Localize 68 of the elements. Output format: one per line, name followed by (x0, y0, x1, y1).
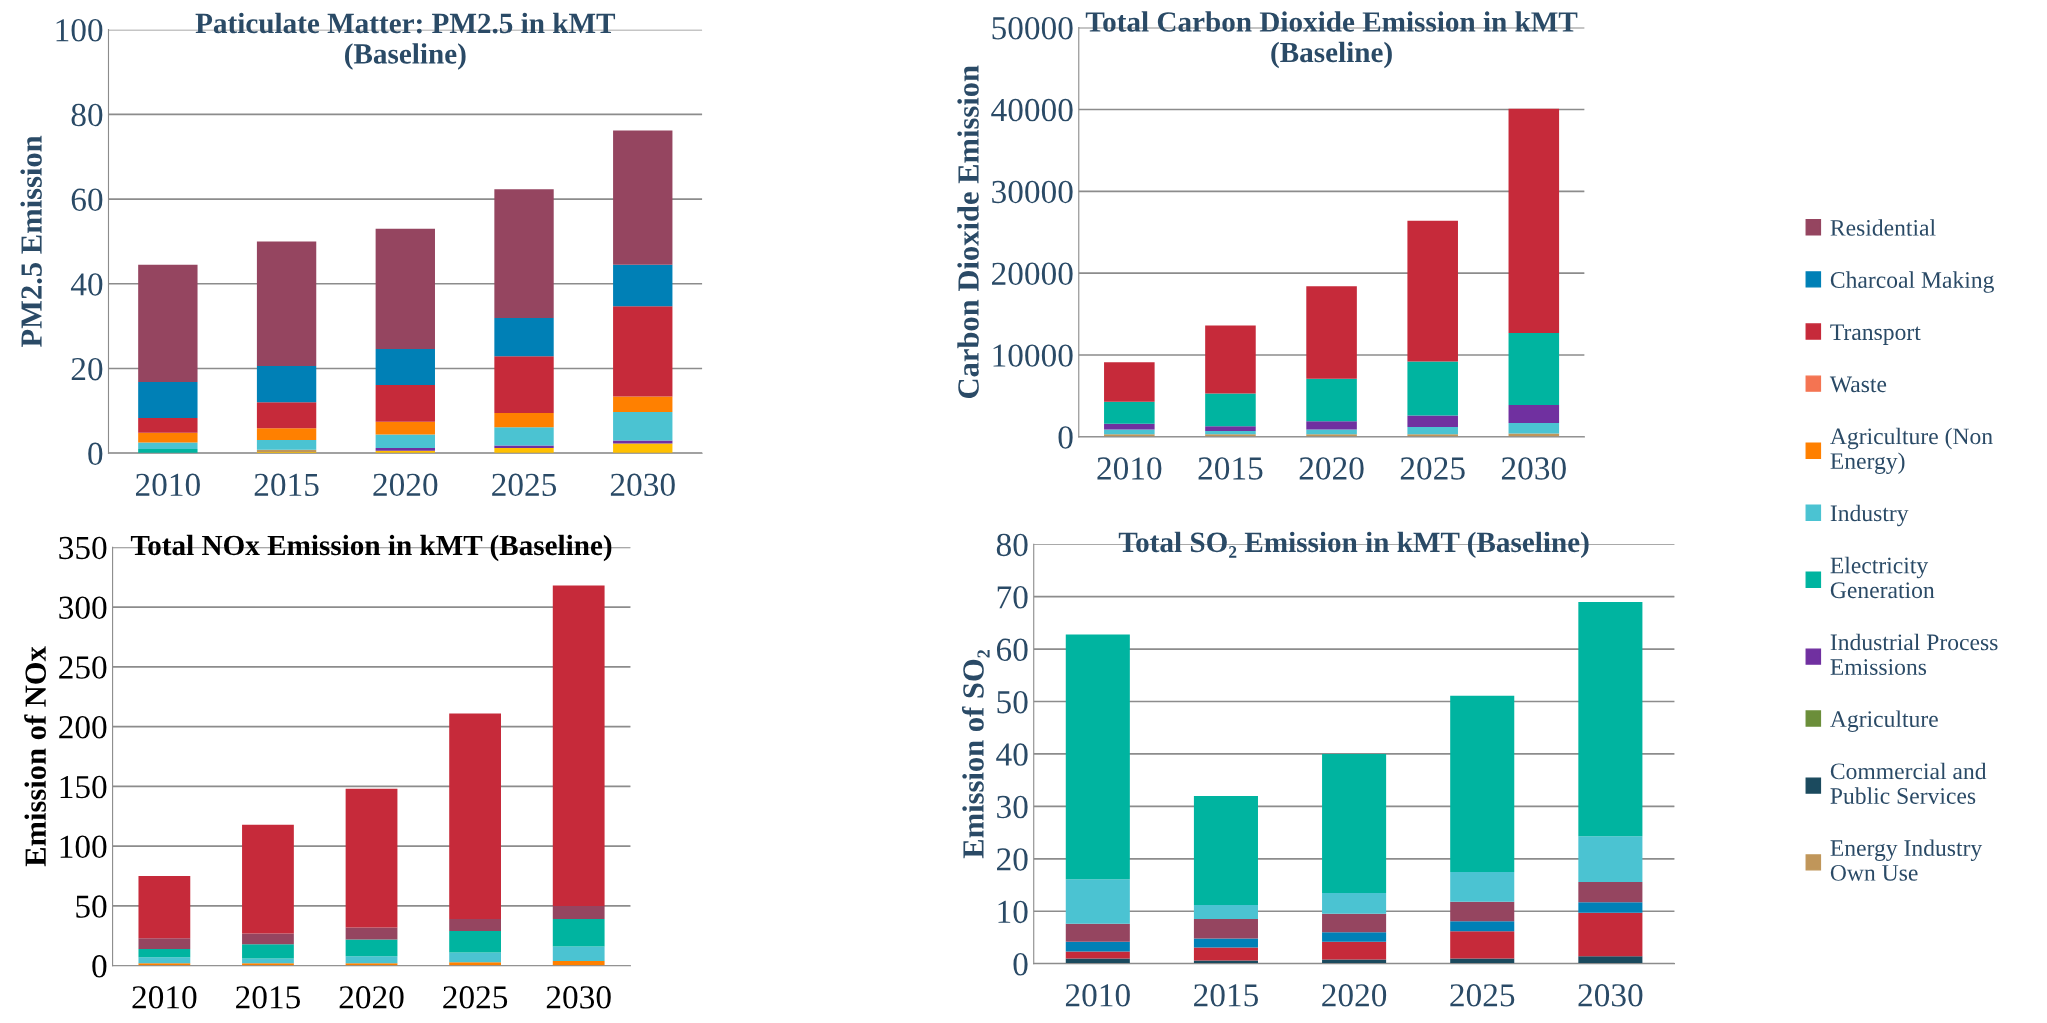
x-tick-label: 2015 (236, 986, 300, 1009)
x-tick-label: 2025 (1450, 984, 1515, 1007)
x-tick-label: 2025 (492, 473, 557, 497)
y-tick-label: 80 (71, 103, 103, 127)
y-axis-title: Emission of NOx (24, 646, 46, 867)
y-tick-label: 40000 (991, 98, 1073, 122)
chart-title: Total Carbon Dioxide Emission in kMT (Baseline) (1085, 11, 1578, 69)
x-tick-label: 2020 (1322, 984, 1387, 1007)
chart-title: Total NOx Emission in kMT (Baseline) (130, 534, 612, 562)
y-axis-title: Emission of SO₂ (961, 649, 990, 859)
y-tick-label: 50000 (992, 17, 1073, 40)
x-tick-label: 2010 (1065, 984, 1130, 1007)
x-tick-label: 2020 (1299, 457, 1364, 480)
y-tick-label: 60 (996, 638, 1028, 661)
y-tick-label: 350 (59, 536, 107, 560)
y-tick-label: 100 (56, 19, 103, 42)
y-tick-label: 250 (59, 656, 107, 679)
legend-label: Industry (1830, 504, 1909, 527)
x-tick-label: 2010 (1097, 457, 1162, 480)
chart-title: Total SO₂ Emission in kMT (Baseline) (1118, 531, 1589, 559)
x-tick-label: 2020 (373, 473, 438, 497)
x-tick-label: 2010 (132, 986, 197, 1009)
x-tick-label: 2015 (1194, 984, 1258, 1007)
y-tick-label: 30000 (992, 180, 1073, 204)
legend-label: Transport (1830, 324, 1921, 345)
x-tick-label: 2015 (254, 473, 319, 497)
y-tick-label: 0 (1013, 953, 1028, 976)
legend-label: Energy Industry Own Use (1830, 839, 1983, 881)
y-tick-label: 0 (88, 442, 103, 466)
y-tick-label: 40 (996, 743, 1028, 766)
legend-label: Residential (1830, 219, 1936, 236)
y-tick-label: 20000 (992, 262, 1073, 286)
y-tick-label: 200 (59, 716, 107, 739)
legend-label: Waste (1829, 376, 1887, 393)
x-tick-label: 2025 (443, 986, 508, 1009)
x-tick-label: 2015 (1198, 457, 1263, 480)
x-tick-label: 2025 (1400, 457, 1465, 480)
x-tick-label: 2030 (1501, 457, 1566, 480)
y-tick-label: 70 (997, 586, 1028, 609)
y-tick-label: 300 (59, 596, 107, 619)
x-tick-label: 2030 (546, 986, 611, 1009)
x-tick-label: 2030 (610, 473, 675, 497)
y-axis-title: Carbon Dioxide Emission (957, 65, 979, 398)
y-tick-label: 20 (997, 848, 1028, 871)
y-tick-label: 10000 (993, 344, 1073, 367)
legend-label: Commercial and Public Services (1830, 762, 1987, 804)
chart-title: Paticulate Matter: PM2.5 in kMT (Baseline) (195, 12, 616, 70)
y-axis-title: PM2.5 Emission (20, 135, 42, 348)
y-tick-label: 100 (60, 835, 107, 859)
y-tick-label: 10 (998, 900, 1028, 924)
x-tick-label: 2020 (339, 986, 404, 1009)
y-tick-label: 50 (76, 895, 107, 918)
legend-label: Agriculture (1830, 710, 1938, 732)
y-tick-label: 50 (997, 690, 1028, 714)
y-tick-label: 40 (70, 273, 103, 296)
legend-label: Electricity Generation (1830, 556, 1935, 599)
legend-label: Charcoal Making (1830, 271, 1994, 293)
legend-label: Agriculture (Non Energy) (1830, 427, 1993, 474)
x-tick-label: 2010 (135, 473, 200, 497)
y-tick-label: 150 (60, 775, 107, 799)
y-tick-label: 0 (92, 955, 107, 978)
y-tick-label: 0 (1058, 426, 1073, 449)
y-tick-label: 30 (997, 795, 1028, 819)
legend-label: Industrial Process Emissions (1830, 633, 1998, 675)
y-tick-label: 60 (71, 188, 103, 211)
x-tick-label: 2030 (1578, 984, 1643, 1007)
y-tick-label: 80 (996, 533, 1028, 557)
y-tick-label: 20 (71, 357, 103, 381)
